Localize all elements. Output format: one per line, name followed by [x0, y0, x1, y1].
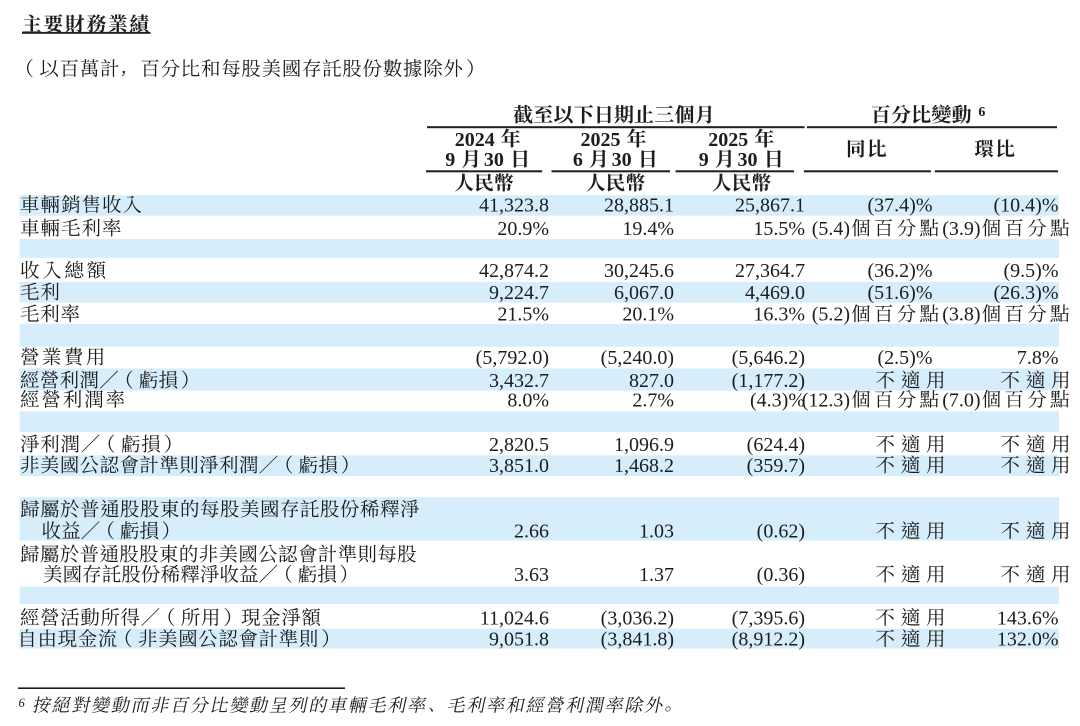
svg-text:(9.5)%: (9.5)% [1004, 260, 1059, 282]
svg-text:8.0%: 8.0% [507, 389, 549, 411]
svg-text:30: 30 [738, 149, 758, 171]
svg-text:(0.62): (0.62) [757, 521, 805, 543]
svg-text:15.5%: 15.5% [753, 218, 805, 240]
svg-text:30: 30 [484, 149, 504, 171]
svg-text:(3.8): (3.8) [942, 304, 980, 326]
svg-text:(1,177.2): (1,177.2) [732, 370, 805, 392]
svg-text:42,874.2: 42,874.2 [479, 260, 549, 282]
svg-text:(3,841.8): (3,841.8) [601, 629, 674, 651]
svg-text:19.4%: 19.4% [622, 218, 674, 240]
svg-text:30: 30 [612, 149, 632, 171]
svg-text:(3,036.2): (3,036.2) [601, 607, 674, 629]
svg-text:30,245.6: 30,245.6 [604, 260, 674, 282]
svg-text:(26.3)%: (26.3)% [994, 282, 1059, 304]
svg-text:1,096.9: 1,096.9 [614, 434, 674, 456]
svg-text:827.0: 827.0 [629, 370, 674, 392]
svg-text:(37.4)%: (37.4)% [868, 195, 933, 217]
svg-text:3.63: 3.63 [514, 564, 549, 586]
svg-text:(8,912.2): (8,912.2) [732, 629, 805, 651]
svg-text:7.8%: 7.8% [1017, 347, 1059, 369]
svg-text:9: 9 [445, 149, 455, 171]
svg-text:2.7%: 2.7% [632, 389, 674, 411]
svg-text:28,885.1: 28,885.1 [604, 195, 674, 217]
svg-text:(5,240.0): (5,240.0) [601, 347, 674, 369]
svg-text:(5,646.2): (5,646.2) [732, 347, 805, 369]
svg-text:(36.2)%: (36.2)% [868, 260, 933, 282]
svg-text:(7.0): (7.0) [942, 389, 980, 411]
svg-text:(5.4): (5.4) [812, 218, 850, 240]
svg-text:(12.3): (12.3) [802, 389, 850, 411]
svg-text:2,820.5: 2,820.5 [489, 434, 549, 456]
svg-text:2025: 2025 [581, 129, 621, 151]
svg-text:16.3%: 16.3% [753, 304, 805, 326]
svg-text:2025: 2025 [708, 129, 748, 151]
svg-text:4,469.0: 4,469.0 [745, 282, 805, 304]
svg-text:3,432.7: 3,432.7 [489, 370, 549, 392]
svg-text:9,051.8: 9,051.8 [489, 629, 549, 651]
svg-text:(3.9): (3.9) [942, 218, 980, 240]
svg-text:11,024.6: 11,024.6 [480, 607, 549, 629]
svg-text:9,224.7: 9,224.7 [489, 282, 549, 304]
svg-text:132.0%: 132.0% [997, 629, 1059, 651]
svg-text:1.03: 1.03 [639, 521, 674, 543]
svg-text:(2.5)%: (2.5)% [878, 347, 933, 369]
svg-text:(5,792.0): (5,792.0) [476, 347, 549, 369]
svg-text:6: 6 [978, 105, 985, 120]
svg-text:(10.4)%: (10.4)% [994, 195, 1059, 217]
svg-text:2024: 2024 [455, 129, 495, 151]
svg-text:1,468.2: 1,468.2 [614, 455, 674, 477]
svg-text:6,067.0: 6,067.0 [614, 282, 674, 304]
svg-text:(0.36): (0.36) [757, 564, 805, 586]
svg-text:41,323.8: 41,323.8 [479, 195, 549, 217]
svg-text:20.1%: 20.1% [622, 304, 674, 326]
svg-text:3,851.0: 3,851.0 [489, 455, 549, 477]
svg-text:21.5%: 21.5% [497, 304, 549, 326]
svg-text:2.66: 2.66 [514, 521, 549, 543]
svg-text:143.6%: 143.6% [997, 607, 1059, 629]
svg-text:9: 9 [699, 149, 709, 171]
svg-text:27,364.7: 27,364.7 [735, 260, 805, 282]
svg-text:1.37: 1.37 [639, 564, 674, 586]
svg-text:(51.6)%: (51.6)% [868, 282, 933, 304]
svg-text:6: 6 [573, 149, 583, 171]
svg-text:20.9%: 20.9% [497, 218, 549, 240]
svg-text:25,867.1: 25,867.1 [735, 195, 805, 217]
svg-text:(624.4): (624.4) [747, 434, 805, 456]
svg-text:6: 6 [19, 696, 26, 710]
svg-text:(4.3)%: (4.3)% [750, 389, 805, 411]
svg-text:(5.2): (5.2) [812, 304, 850, 326]
svg-text:(359.7): (359.7) [747, 455, 805, 477]
svg-text:(7,395.6): (7,395.6) [732, 607, 805, 629]
